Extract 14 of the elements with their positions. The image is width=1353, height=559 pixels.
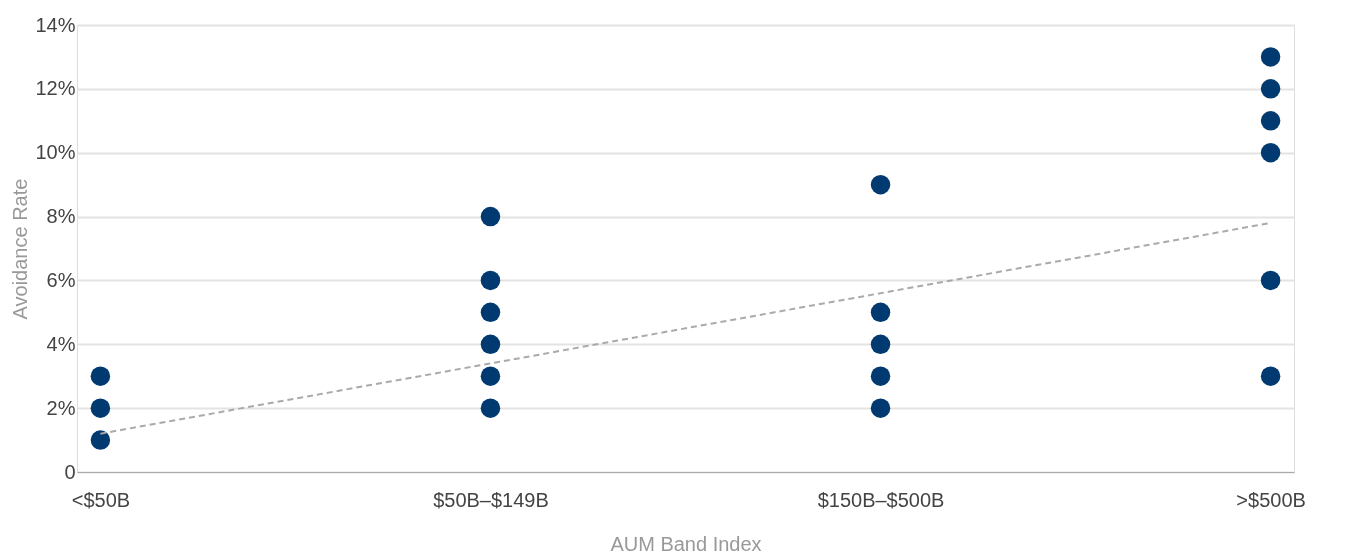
y-axis-title: Avoidance Rate (9, 178, 32, 320)
x-tick-label: <$50B (71, 488, 131, 511)
y-tick-label: 0 (64, 460, 76, 483)
x-tick-label: $50B–$149B (433, 488, 549, 511)
y-tick-label: 12% (35, 77, 76, 100)
y-tick-label: 2% (46, 396, 76, 419)
y-tick-label: 14% (35, 13, 76, 36)
x-axis-title: AUM Band Index (610, 532, 762, 555)
y-tick-label: 6% (46, 268, 76, 291)
y-tick-label: 4% (46, 332, 76, 355)
y-tick-label: 10% (35, 141, 76, 164)
y-tick-label: 8% (46, 205, 76, 228)
x-tick-label: $150B–$500B (817, 488, 945, 511)
x-tick-label: >$500B (1236, 488, 1306, 511)
